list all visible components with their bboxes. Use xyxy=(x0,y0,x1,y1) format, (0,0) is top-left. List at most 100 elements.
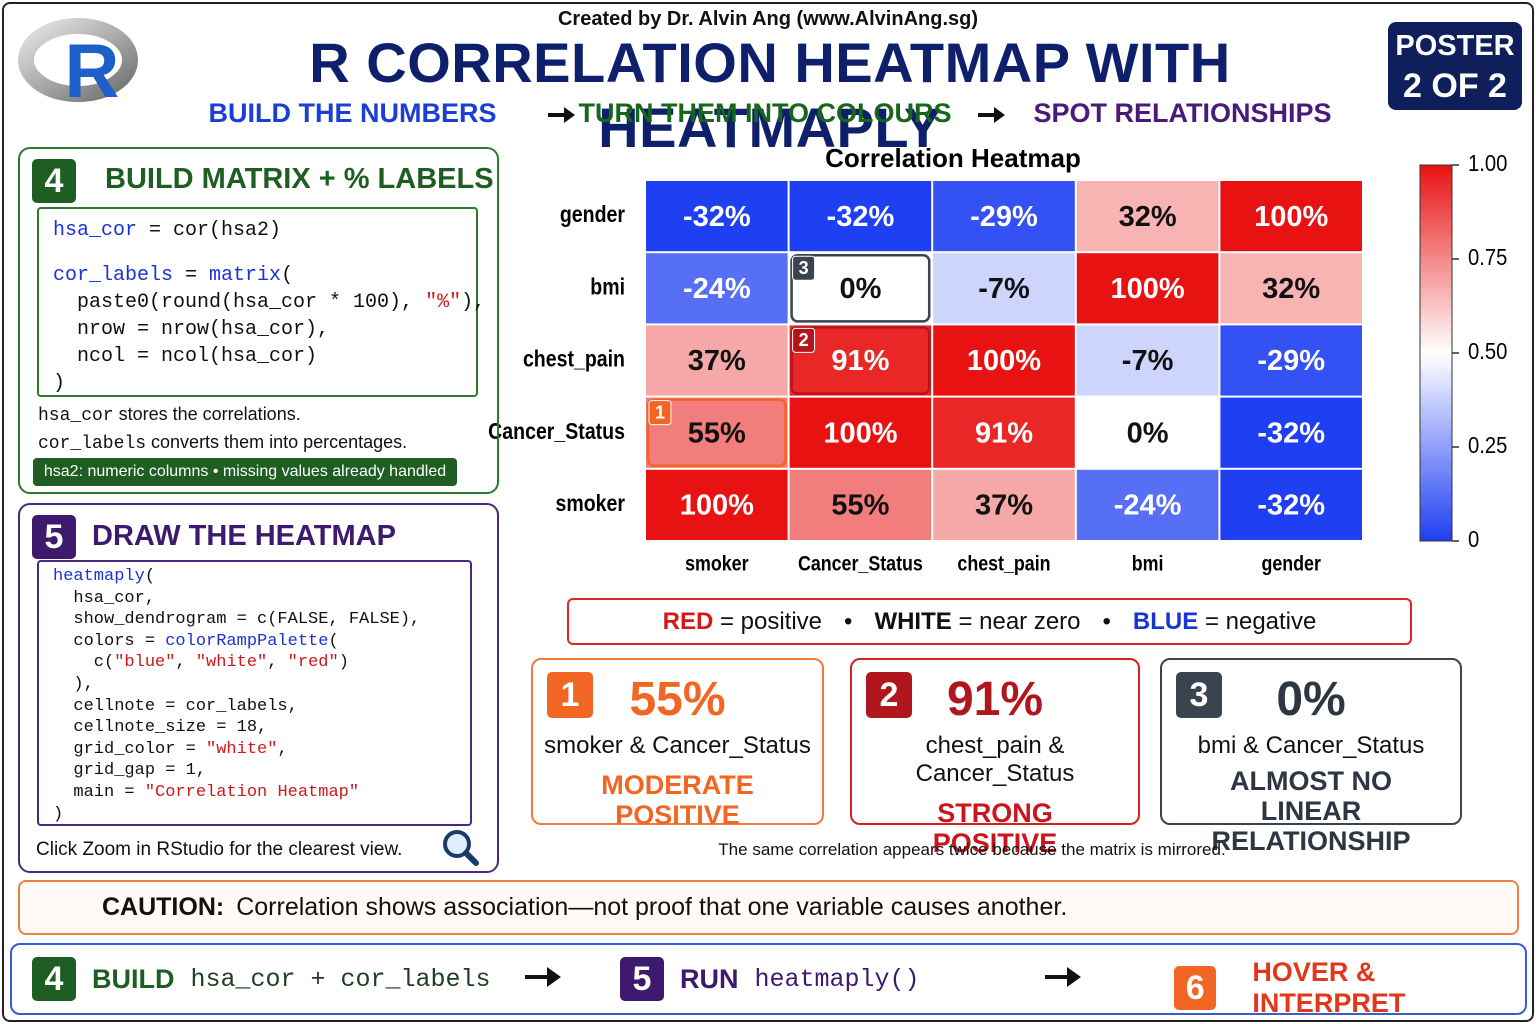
card: 1 55% smoker & Cancer_Status MODERATE PO… xyxy=(531,658,824,830)
code-token: , xyxy=(277,739,288,759)
separator: • xyxy=(844,607,853,635)
code-token: c( xyxy=(53,653,115,673)
cell-label: 100% xyxy=(1111,273,1185,305)
code-token: cellnote_size = 18, xyxy=(53,718,268,738)
code-token: hsa_cor, xyxy=(53,588,156,608)
code-token: hsa_cor xyxy=(53,219,138,242)
code-line: paste0(round(hsa_cor * 100), "%"), xyxy=(53,289,485,316)
code-token: "white" xyxy=(206,739,278,759)
card-number: 2 xyxy=(866,672,912,718)
notes: hsa_cor stores the correlations. cor_labe… xyxy=(38,401,407,457)
cell-label: 0% xyxy=(1127,417,1169,449)
code-token: ) xyxy=(338,653,349,673)
caution: CAUTION: Correlation shows association—n… xyxy=(18,880,1519,935)
heatmap-cell xyxy=(646,181,788,252)
arrow xyxy=(978,107,1005,123)
panel-title: DRAW THE HEATMAP xyxy=(92,520,396,552)
code-line: cellnote_size = 18, xyxy=(53,717,470,739)
highlight-badge xyxy=(792,327,816,353)
arrow xyxy=(525,967,561,987)
step-code: heatmaply() xyxy=(754,964,920,994)
heatmap-cell xyxy=(789,397,932,468)
heatmap-cell xyxy=(1220,181,1362,252)
card-value: 91% xyxy=(946,673,1044,726)
legend-text: = negative xyxy=(1204,607,1317,635)
y-tick-label: Cancer_Status xyxy=(488,418,625,444)
card: 2 91% chest_pain & Cancer_Status STRONG … xyxy=(850,658,1140,858)
code-token: , xyxy=(175,653,196,673)
step-verb: HOVER & INTERPRET xyxy=(1252,957,1406,1018)
cell-label: 0% xyxy=(839,273,881,305)
code-token: "blue" xyxy=(114,653,176,673)
step-number: 5 xyxy=(620,957,664,1001)
x-tick-label: Cancer_Status xyxy=(798,552,923,576)
code-box: heatmaply( hsa_cor, show_dendrogram = c(… xyxy=(37,560,472,826)
highlight-badge xyxy=(792,255,816,281)
caution-label: CAUTION: xyxy=(102,893,225,921)
zoom-icon xyxy=(443,830,479,866)
code-line: ncol = ncol(hsa_cor) xyxy=(53,343,476,370)
x-tick-label: gender xyxy=(1261,552,1321,576)
bottom-step: 5 RUN heatmaply() xyxy=(620,957,920,1001)
legend-key: WHITE xyxy=(874,607,952,635)
arrow xyxy=(1045,967,1081,987)
code-token: grid_color = xyxy=(53,739,207,759)
legend-item: WHITE = near zero xyxy=(874,608,1080,636)
code-line: colors = colorRampPalette( xyxy=(53,631,470,653)
code-token: cor_labels xyxy=(53,264,174,287)
legend-key: BLUE xyxy=(1132,607,1199,635)
heatmap-cell xyxy=(1076,253,1219,324)
card-pair: bmi & Cancer_Status xyxy=(1197,732,1425,759)
cell-label: 100% xyxy=(823,417,897,449)
legend-key: RED xyxy=(662,607,714,635)
arrows xyxy=(525,107,1081,987)
step-number: 5 xyxy=(32,515,76,559)
heatmap-cell xyxy=(1076,469,1219,540)
legend-item: BLUE = negative xyxy=(1133,608,1316,636)
badge-line: 2 OF 2 xyxy=(1403,67,1507,105)
cell-label: -24% xyxy=(1114,490,1182,522)
code-token: ( xyxy=(328,631,339,651)
step-number: 4 xyxy=(32,957,76,1001)
code-token: show_dendrogram = c(FALSE, FALSE), xyxy=(53,610,421,630)
highlight xyxy=(790,253,931,323)
cell-label: 91% xyxy=(975,417,1033,449)
code-token: matrix xyxy=(209,264,282,287)
steps: BUILD THE NUMBERS TURN THEM INTO COLOURS… xyxy=(150,98,1390,129)
code-token: "%" xyxy=(425,291,462,314)
card-pair: smoker & Cancer_Status xyxy=(544,732,811,759)
separator: • xyxy=(1102,607,1111,635)
code-line: cellnote = cor_labels, xyxy=(53,696,470,718)
cell-label: -29% xyxy=(1257,345,1325,377)
cell-label: -29% xyxy=(970,201,1038,233)
code-line: c("blue", "white", "red") xyxy=(53,652,470,674)
logo-ring xyxy=(18,18,138,102)
heatmap-cell xyxy=(933,253,1075,324)
colorbar-tick-label: 0 xyxy=(1468,526,1479,553)
step: SPOT RELATIONSHIPS xyxy=(1033,98,1332,128)
highlight xyxy=(646,398,787,468)
code-token: ), xyxy=(53,674,94,694)
bottom-bar: 4 BUILD hsa_cor + cor_labels 5 RUN heatm… xyxy=(10,943,1527,1018)
card-number: 1 xyxy=(547,672,593,718)
arrow xyxy=(548,107,575,123)
code-token: nrow = nrow(hsa_cor), xyxy=(53,318,330,341)
card-value: 55% xyxy=(629,673,726,726)
code-line: hsa_cor, xyxy=(53,588,470,610)
card-pair: chest_pain & Cancer_Status xyxy=(915,732,1075,787)
caution-text: Correlation shows association—not proof … xyxy=(236,893,1068,921)
cell-label: 32% xyxy=(1262,273,1320,305)
heatmap-cell xyxy=(1220,253,1362,324)
colorbar-tick-label: 0.75 xyxy=(1468,244,1507,271)
panel-draw: 5 DRAW THE HEATMAP heatmaply( hsa_cor, s… xyxy=(18,503,499,873)
footnote: The same correlation appears twice becau… xyxy=(718,840,1226,859)
code-token: ( xyxy=(144,567,156,586)
code-token: "Correlation Heatmap" xyxy=(144,782,360,802)
logo-letter: R xyxy=(65,29,120,114)
cell-label: 32% xyxy=(1119,201,1177,233)
code-token: = xyxy=(173,264,210,287)
colorbar xyxy=(1419,164,1453,542)
note-line: cor_labels converts them into percentage… xyxy=(38,429,407,457)
credit: Created by Dr. Alvin Ang (www.AlvinAng.s… xyxy=(557,8,979,30)
